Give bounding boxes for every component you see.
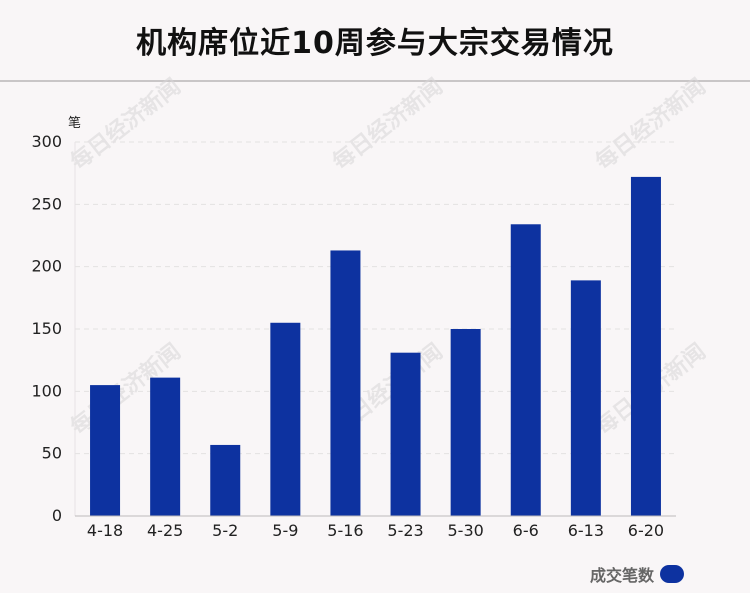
watermark: 每日经济新闻 <box>66 74 186 176</box>
y-tick-label: 100 <box>31 381 62 400</box>
x-tick-label: 4-18 <box>87 521 123 540</box>
watermark: 每日经济新闻 <box>591 74 711 176</box>
bar <box>450 329 481 516</box>
legend-swatch <box>660 565 684 583</box>
bar <box>270 322 301 516</box>
x-axis-tick-labels: 4-18 4-25 5-2 5-9 5-16 5-23 5-30 6-6 6-13 6-20 <box>87 521 664 540</box>
bar <box>90 385 121 516</box>
x-tick-label: 5-23 <box>387 521 423 540</box>
y-tick-label: 200 <box>31 257 62 276</box>
bar <box>150 377 181 516</box>
watermark: 每日经济新闻 <box>328 74 448 176</box>
title-divider <box>0 80 750 82</box>
bars <box>90 176 661 516</box>
bar <box>330 250 361 516</box>
y-axis-unit-label: 笔 <box>68 116 82 131</box>
x-tick-label: 6-20 <box>628 521 664 540</box>
y-tick-label: 0 <box>52 506 62 525</box>
y-tick-label: 150 <box>31 319 62 338</box>
bar <box>210 444 241 516</box>
x-tick-label: 4-25 <box>147 521 183 540</box>
x-tick-label: 5-2 <box>212 521 238 540</box>
x-tick-label: 5-9 <box>272 521 298 540</box>
legend: 成交笔数 <box>590 563 684 585</box>
y-tick-label: 300 <box>31 132 62 151</box>
chart-title: 机构席位近10周参与大宗交易情况 <box>136 26 614 61</box>
x-tick-label: 5-16 <box>327 521 363 540</box>
bar <box>390 352 421 516</box>
bar <box>630 176 661 516</box>
y-tick-label: 50 <box>42 444 62 463</box>
y-tick-label: 250 <box>31 194 62 213</box>
x-tick-label: 5-30 <box>447 521 483 540</box>
x-tick-label: 6-13 <box>568 521 604 540</box>
y-axis-tick-labels: 0 50 100 150 200 250 300 <box>31 132 62 525</box>
x-tick-label: 6-6 <box>513 521 539 540</box>
bar <box>510 224 541 516</box>
legend-label: 成交笔数 <box>589 566 654 585</box>
bar <box>570 280 601 516</box>
